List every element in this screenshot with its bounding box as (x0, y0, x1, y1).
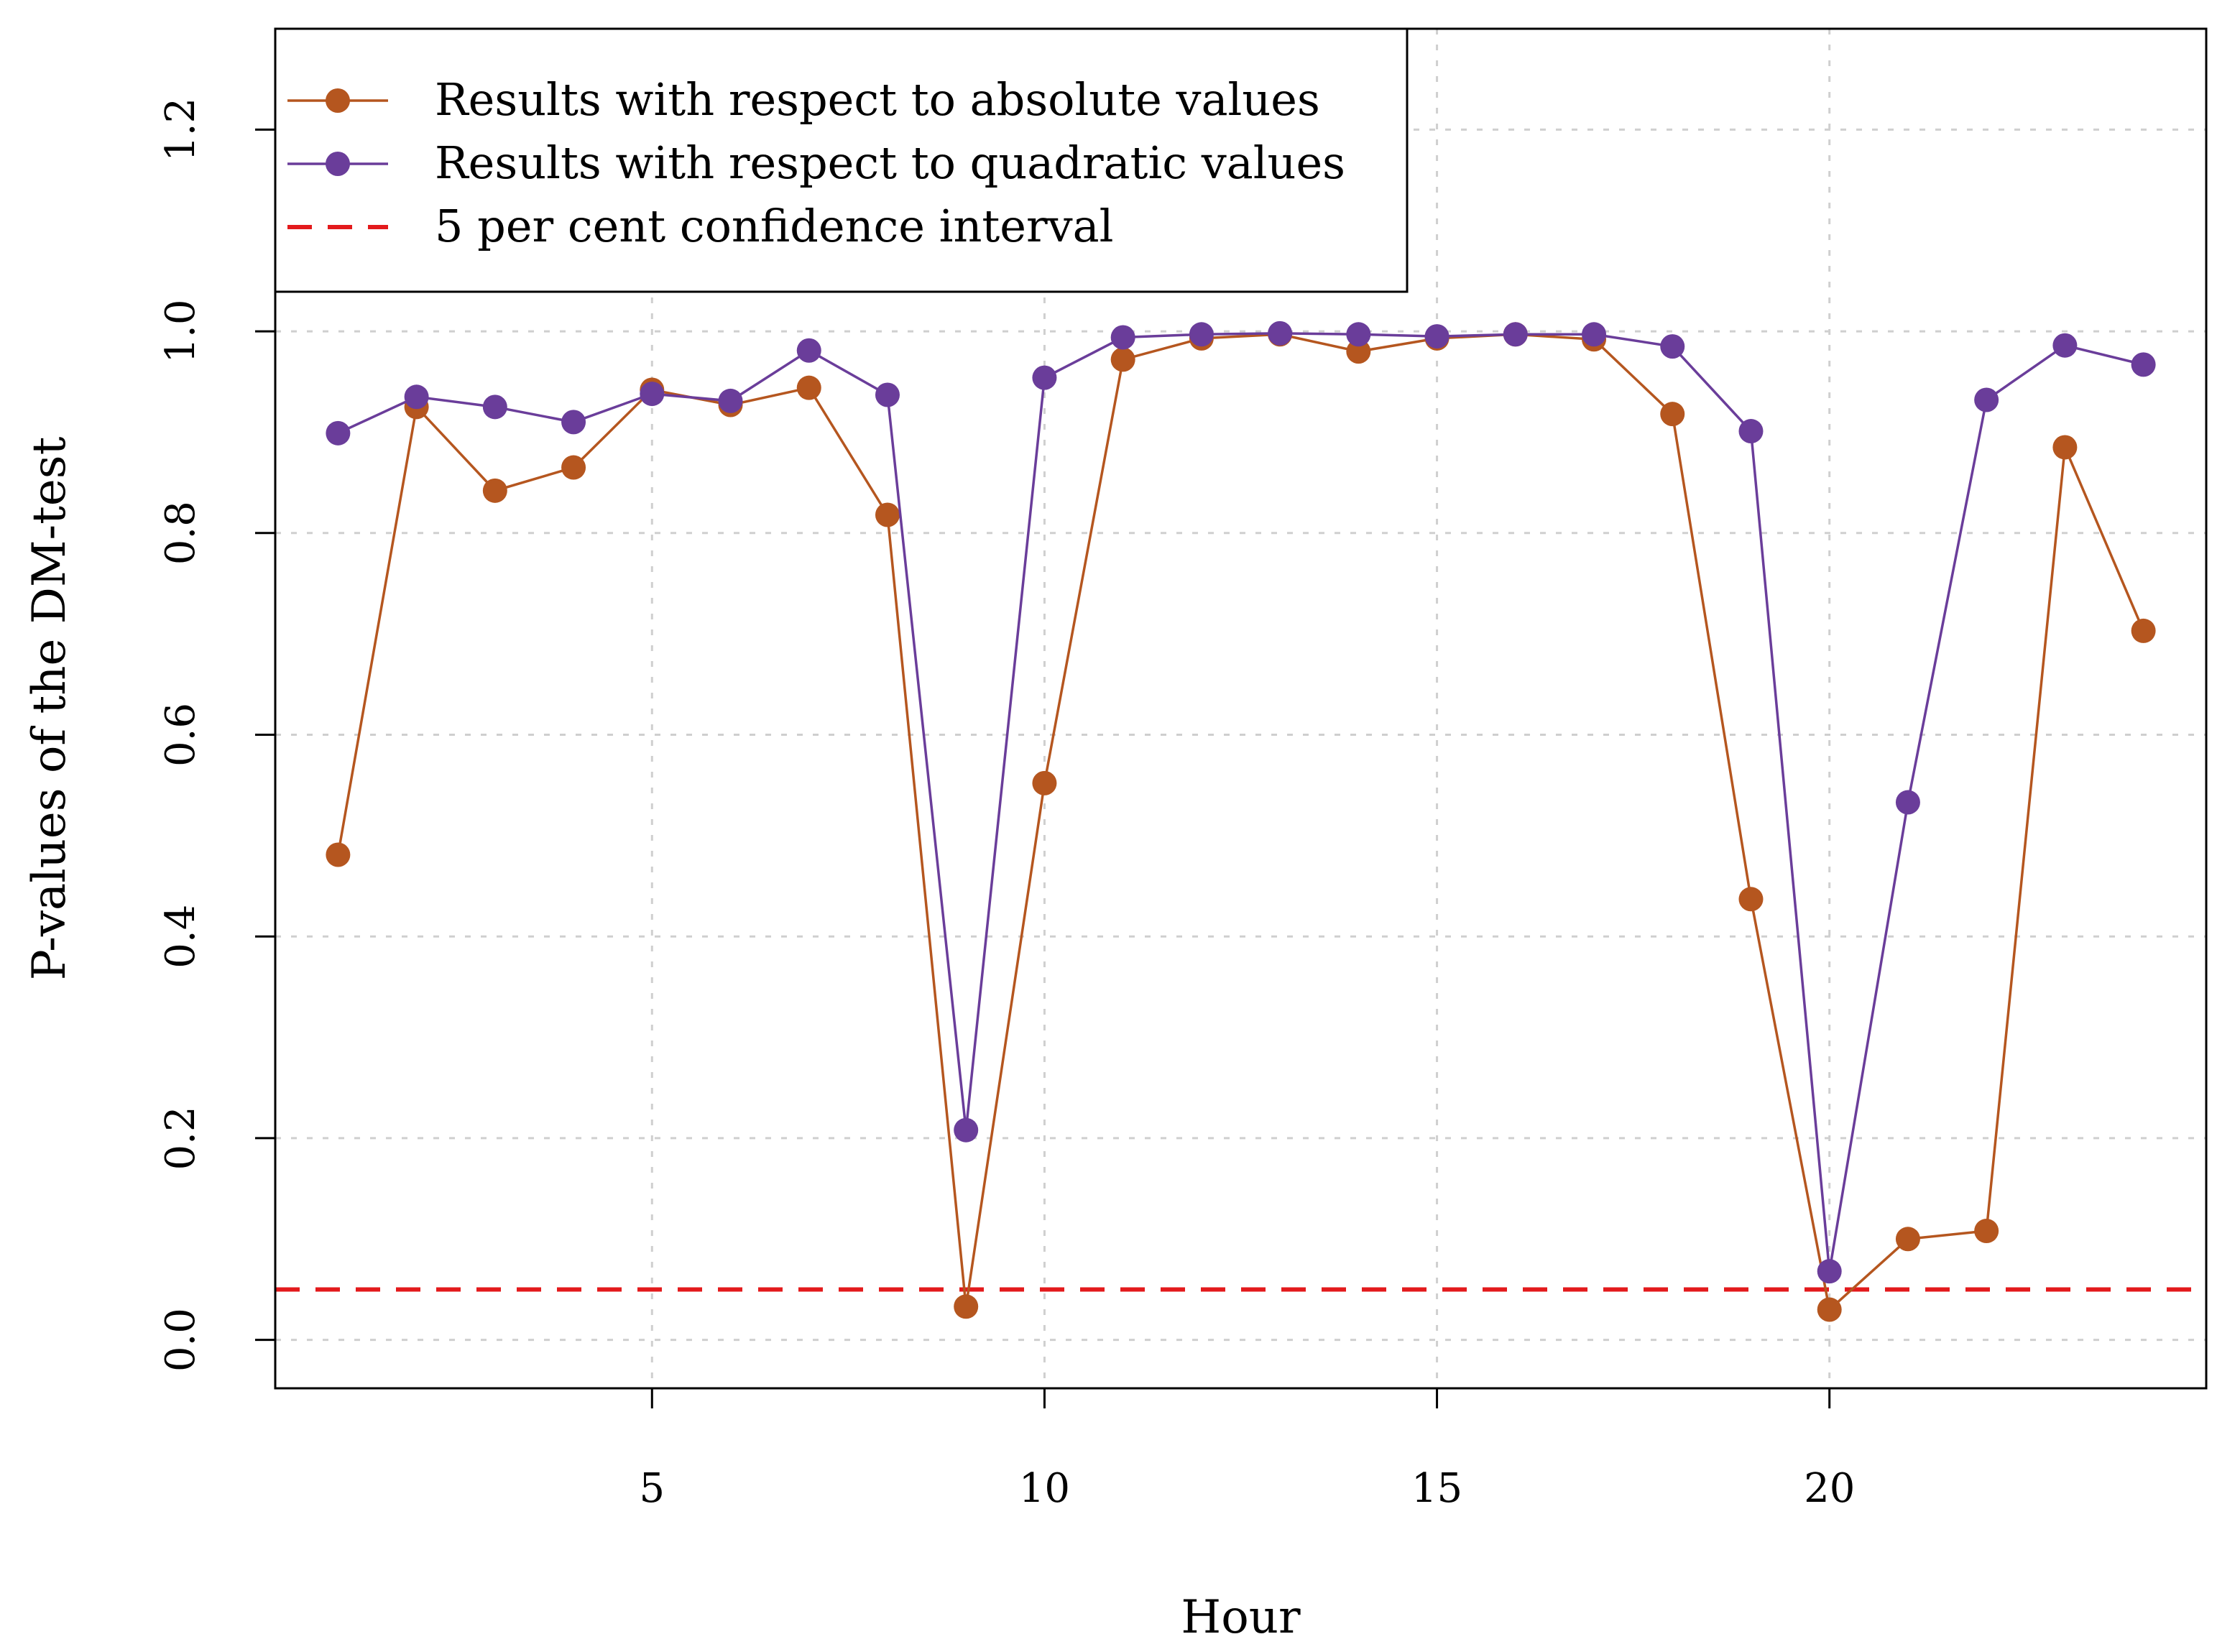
x-tick-label: 5 (639, 1465, 665, 1512)
y-tick-label: 0.2 (157, 1106, 204, 1170)
legend-items: Results with respect to absolute values R… (287, 73, 1345, 252)
legend-item: 5 per cent confidence interval (287, 200, 1113, 252)
data-point (1032, 365, 1057, 390)
data-point (2131, 618, 2156, 643)
data-point (1503, 322, 1528, 347)
data-point (404, 384, 429, 410)
data-point (796, 338, 821, 363)
data-point (561, 410, 586, 435)
series-line (336, 333, 2145, 1312)
y-axis: 0.0 0.2 0.4 0.6 0.8 1.0 1.2 (157, 98, 277, 1372)
y-tick-label: 0.0 (157, 1308, 204, 1372)
series-group (326, 320, 2156, 1322)
y-tick-label: 0.4 (157, 905, 204, 969)
data-point (2131, 352, 2156, 377)
data-point (1110, 325, 1135, 350)
data-point (1738, 419, 1764, 444)
legend-swatch-marker (326, 88, 350, 113)
data-point (1817, 1297, 1842, 1322)
data-point (1974, 1219, 1999, 1244)
data-point (718, 388, 743, 413)
data-point (2052, 333, 2078, 358)
data-point (1268, 320, 1293, 346)
data-point (326, 842, 351, 867)
legend-label: Results with respect to quadratic values (435, 137, 1345, 189)
legend-label: Results with respect to absolute values (435, 73, 1320, 126)
legend-item: Results with respect to absolute values (287, 73, 1320, 126)
data-point (1974, 387, 1999, 412)
data-point (1424, 324, 1449, 349)
legend: Results with respect to absolute values R… (274, 27, 1409, 293)
legend-box (274, 27, 1409, 293)
x-axis: 5 10 15 20 (639, 1387, 1855, 1512)
data-point (1660, 334, 1685, 359)
data-point (875, 502, 900, 527)
data-point (326, 420, 351, 446)
data-point (875, 382, 900, 407)
data-point (1817, 1259, 1842, 1284)
series-2 (326, 320, 2156, 1284)
data-point (1346, 339, 1371, 364)
y-tick-label: 1.0 (157, 300, 204, 364)
data-point (2052, 435, 2078, 460)
data-point (1895, 790, 1920, 815)
data-point (954, 1294, 979, 1319)
data-point (954, 1117, 979, 1143)
data-point (1189, 322, 1214, 347)
data-point (482, 478, 507, 503)
data-point (1346, 322, 1371, 347)
data-point (1032, 770, 1057, 795)
data-point (796, 375, 821, 400)
y-tick-label: 0.6 (157, 703, 204, 767)
x-tick-label: 15 (1411, 1465, 1462, 1512)
data-point (640, 382, 665, 407)
y-tick-label: 1.2 (157, 98, 204, 162)
y-tick-label: 0.8 (157, 501, 204, 565)
legend-swatch-marker (326, 152, 350, 176)
data-point (1582, 322, 1607, 347)
x-tick-label: 20 (1804, 1465, 1855, 1512)
x-tick-label: 10 (1019, 1465, 1070, 1512)
data-point (1660, 402, 1685, 427)
data-point (482, 394, 507, 420)
data-point (1738, 887, 1764, 912)
legend-item: Results with respect to quadratic values (287, 137, 1345, 189)
data-point (1895, 1227, 1920, 1252)
x-axis-title: Hour (1181, 1591, 1301, 1644)
data-point (561, 455, 586, 480)
y-axis-title: P-values of the DM-test (23, 436, 76, 980)
legend-label: 5 per cent confidence interval (435, 200, 1113, 252)
data-point (1110, 347, 1135, 372)
series-line (337, 332, 2144, 1272)
